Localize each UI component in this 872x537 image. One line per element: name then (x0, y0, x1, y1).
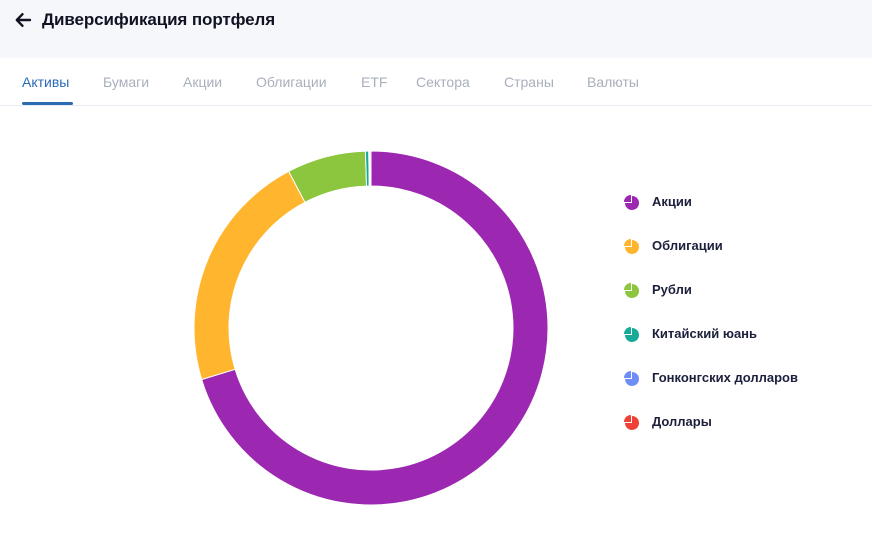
pie-chart-icon (624, 195, 639, 210)
pie-chart-icon (624, 415, 639, 430)
donut-slice-3[interactable] (287, 150, 368, 203)
page-title: Диверсификация портфеля (42, 10, 276, 29)
tab-countries[interactable]: Страны (504, 74, 554, 90)
legend-item[interactable]: Облигации (624, 237, 864, 281)
pie-chart-icon (624, 283, 639, 298)
donut-slice-2[interactable] (193, 170, 306, 381)
donut-chart (193, 150, 549, 506)
legend-item[interactable]: Рубли (624, 281, 864, 325)
legend-label: Гонконгских долларов (652, 370, 798, 385)
tab-assets[interactable]: Активы (22, 74, 70, 90)
legend-label: Акции (652, 194, 692, 209)
tab-etf[interactable]: ETF (361, 74, 388, 90)
legend-label: Доллары (652, 414, 712, 429)
legend-item[interactable]: Акции (624, 193, 864, 237)
legend-item[interactable]: Доллары (624, 413, 864, 457)
tab-stocks[interactable]: Акции (183, 74, 223, 90)
tab-sectors[interactable]: Сектора (416, 74, 470, 90)
tab-securities[interactable]: Бумаги (103, 74, 150, 90)
legend-item[interactable]: Гонконгских долларов (624, 369, 864, 413)
pie-chart-icon (624, 327, 639, 342)
active-tab-indicator (22, 102, 73, 105)
header-bar: Диверсификация портфеля (0, 0, 872, 58)
tab-bonds[interactable]: Облигации (256, 74, 327, 90)
pie-chart-icon (624, 239, 639, 254)
arrow-left-icon (15, 13, 32, 27)
donut-slice-6[interactable] (369, 150, 372, 187)
tab-currencies[interactable]: Валюты (587, 74, 639, 90)
legend-label: Рубли (652, 282, 692, 297)
pie-chart-icon (624, 371, 639, 386)
tab-bar: Активы Бумаги Акции Облигации ETF Сектор… (0, 58, 872, 106)
legend-label: Китайский юань (652, 326, 758, 341)
back-button[interactable] (12, 9, 34, 31)
legend-label: Облигации (652, 238, 723, 253)
legend-item[interactable]: Китайский юань (624, 325, 864, 369)
donut-slice-1[interactable] (201, 150, 549, 506)
chart-legend: Акции Облигации Рубли Китайский юань Гонконг… (624, 193, 864, 457)
